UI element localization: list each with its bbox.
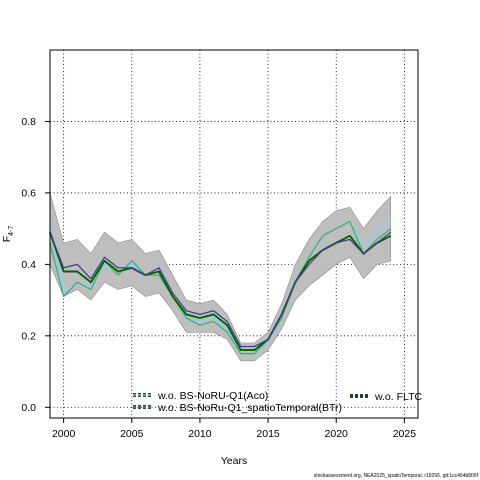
y-axis-label-main: F: [1, 236, 13, 242]
legend-entry-1: w.o. BS-NoRu-Q1_spatioTemporal(BTr): [133, 402, 342, 414]
x-tick-label: 2025: [393, 428, 417, 440]
x-tick-label: 2005: [120, 428, 144, 440]
x-tick-label: 2015: [256, 428, 280, 440]
series-line-3: [49, 231, 392, 348]
y-tick-label: 0.4: [21, 259, 36, 271]
confidence-band-layer: [49, 192, 391, 362]
x-tick-label: 2020: [325, 428, 349, 440]
source-caption: stockassessment.org, NEA2025_spatioTempo…: [313, 473, 478, 479]
y-tick-label: 0.2: [21, 330, 36, 342]
y-tick-label: 0.8: [21, 116, 36, 128]
y-axis-label-subscript: 4-7: [8, 226, 15, 236]
x-tick-label: 2010: [188, 428, 212, 440]
legend-entry-0: w.o. BS-NoRU-Q1(Aco): [133, 390, 268, 402]
y-axis-label: F4-7: [1, 226, 15, 243]
axes: 2000 2005 2010 2015 2020 2025 0.0 0.2 0.4 0.6 0.8: [21, 116, 416, 440]
y-tick-label: 0.6: [21, 187, 36, 199]
x-tick-label: 2000: [52, 428, 76, 440]
legend-entry-2: w.o. FLTC: [350, 391, 422, 403]
legend-label: w.o. BS-NoRu-Q1_spatioTemporal(BTr): [157, 402, 342, 414]
legend: w.o. BS-NoRU-Q1(Aco)w.o. BS-NoRu-Q1_spat…: [133, 390, 422, 414]
x-axis-label: Years: [221, 455, 247, 467]
legend-label: w.o. BS-NoRU-Q1(Aco): [157, 390, 268, 402]
confidence-band: [49, 192, 391, 362]
legend-label: w.o. FLTC: [374, 391, 422, 403]
y-tick-label: 0.0: [21, 402, 36, 414]
series-lines-layer: [49, 220, 392, 355]
plot-border: [49, 49, 419, 419]
